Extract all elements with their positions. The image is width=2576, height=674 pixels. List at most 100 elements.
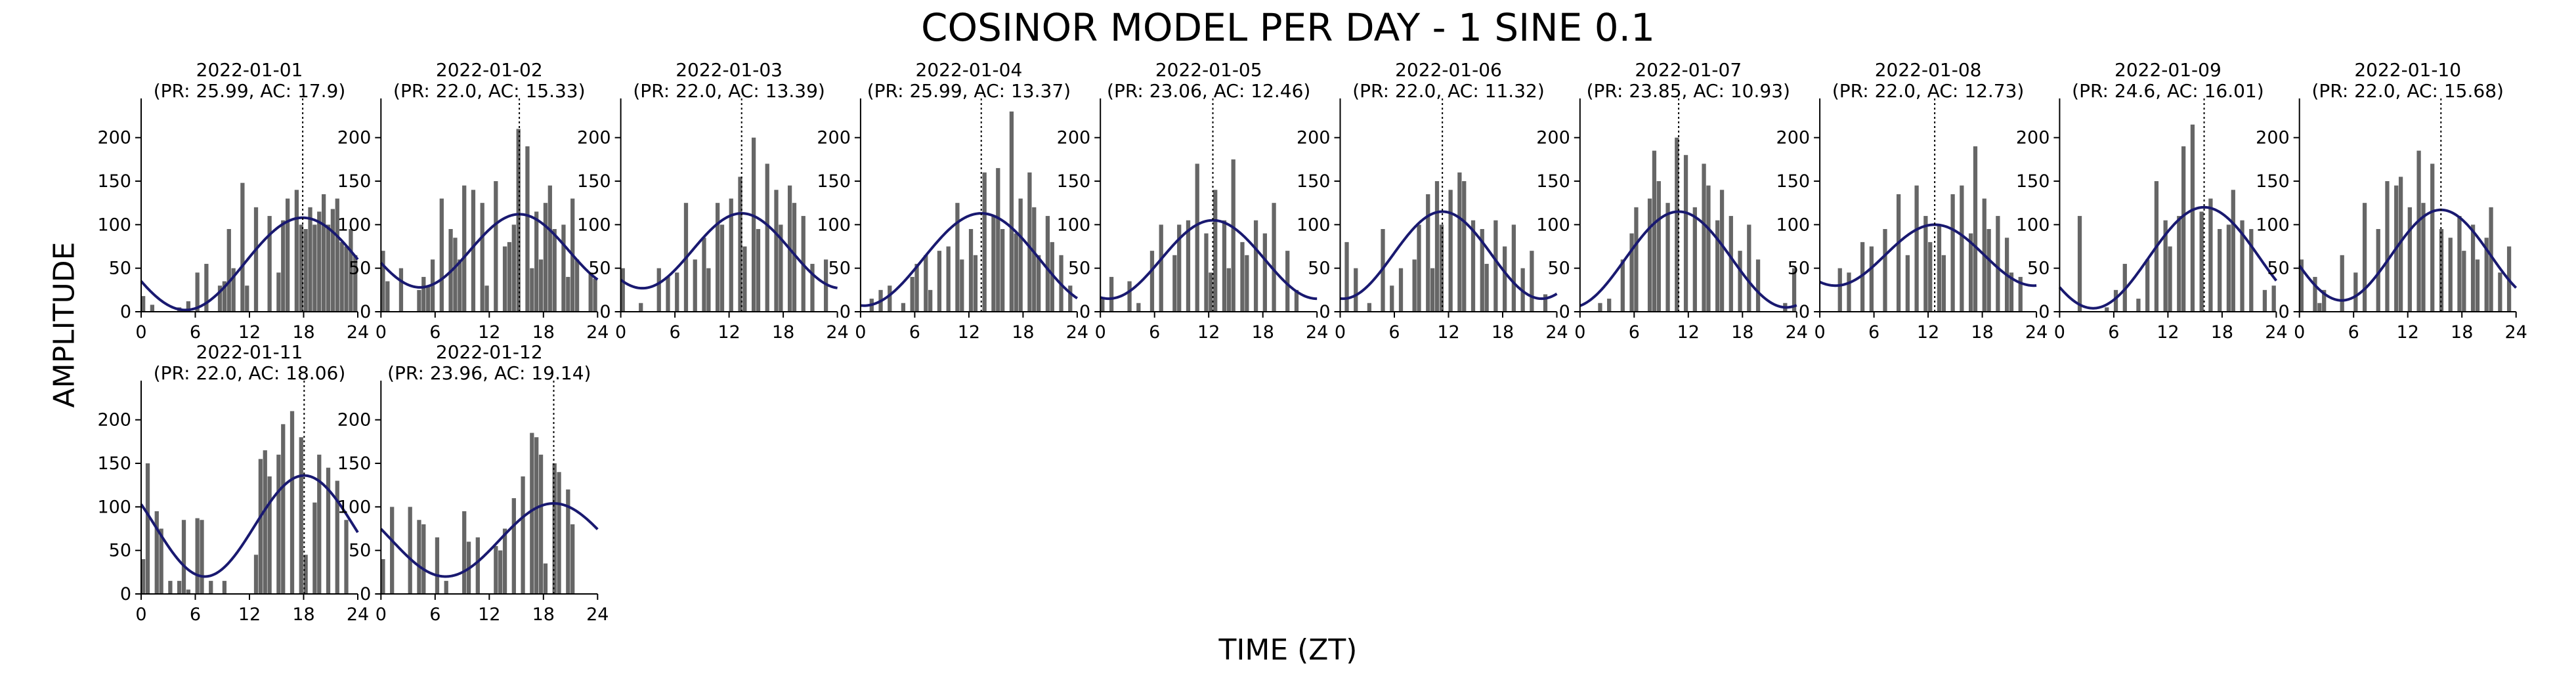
amplitude-bar — [2340, 255, 2344, 312]
y-tick-label: 50 — [1547, 259, 1570, 279]
amplitude-bar — [385, 281, 390, 312]
amplitude-bar — [1448, 190, 1453, 312]
amplitude-bar — [2457, 216, 2462, 312]
y-tick-label: 50 — [109, 259, 131, 279]
x-tick-label: 12 — [238, 322, 261, 343]
amplitude-bar — [1968, 233, 1973, 312]
amplitude-bar — [1136, 303, 1141, 312]
amplitude-bar — [299, 437, 303, 594]
amplitude-bar — [1426, 194, 1430, 312]
amplitude-bar — [543, 203, 548, 312]
amplitude-bar — [1209, 272, 1213, 312]
amplitude-bar — [1149, 251, 1155, 312]
x-tick-label: 24 — [826, 322, 848, 343]
amplitude-bar — [177, 581, 182, 594]
amplitude-bar — [521, 476, 525, 594]
amplitude-bar — [1837, 268, 1842, 312]
cosinor-fit-line — [379, 213, 599, 289]
amplitude-bar — [480, 203, 484, 312]
cosinor-fit-line — [860, 212, 1079, 307]
amplitude-bar — [620, 268, 625, 312]
y-tick-label: 0 — [120, 584, 131, 604]
amplitude-bar — [286, 198, 290, 312]
y-tick-label: 200 — [817, 128, 851, 148]
amplitude-bar — [2489, 207, 2493, 312]
amplitude-bar — [2271, 285, 2276, 312]
amplitude-bar — [2218, 228, 2222, 312]
x-tick-label: 12 — [238, 604, 261, 625]
amplitude-bar — [756, 228, 761, 312]
amplitude-bar — [1172, 255, 1177, 312]
x-tick-label: 12 — [1197, 322, 1220, 343]
x-tick-label: 12 — [1437, 322, 1459, 343]
amplitude-bar — [1647, 198, 1652, 312]
amplitude-bar — [1159, 224, 1163, 312]
amplitude-bar — [914, 264, 919, 312]
amplitude-bar — [281, 220, 286, 312]
amplitude-bar — [511, 224, 516, 312]
amplitude-bar — [1480, 228, 1484, 312]
y-tick-label: 150 — [2256, 171, 2290, 192]
x-tick-label: 18 — [532, 322, 555, 343]
amplitude-bar — [1543, 294, 1548, 312]
y-tick-label: 50 — [588, 259, 611, 279]
amplitude-bar — [1702, 163, 1706, 312]
amplitude-bar — [417, 289, 421, 312]
amplitude-bar — [2009, 272, 2014, 312]
amplitude-bar — [2484, 238, 2489, 312]
amplitude-bar — [2168, 246, 2172, 312]
y-tick-label: 0 — [840, 302, 851, 322]
amplitude-bar — [530, 268, 534, 312]
amplitude-bar — [588, 272, 593, 312]
x-tick-label: 24 — [2025, 322, 2048, 343]
amplitude-bar — [1127, 281, 1132, 312]
amplitude-bar — [186, 301, 191, 312]
amplitude-bar — [574, 259, 580, 312]
amplitude-bar — [1792, 268, 1797, 312]
amplitude-bar — [2181, 146, 2186, 312]
x-tick-label: 6 — [1149, 322, 1160, 343]
amplitude-bar — [543, 563, 548, 594]
amplitude-bar — [928, 289, 933, 312]
x-tick-label: 18 — [1252, 322, 1274, 343]
y-tick-label: 100 — [97, 497, 131, 517]
x-tick-label: 24 — [1066, 322, 1088, 343]
amplitude-bar — [706, 268, 711, 312]
amplitude-bar — [1656, 181, 1661, 312]
x-tick-label: 18 — [2451, 322, 2473, 343]
amplitude-bar — [2462, 251, 2466, 312]
amplitude-bar — [444, 581, 448, 594]
amplitude-bar — [381, 558, 385, 594]
panel-subtitle: (PR: 22.0, AC: 12.73) — [1832, 80, 2025, 102]
amplitude-bar — [1231, 159, 1235, 312]
amplitude-bar — [168, 581, 173, 594]
amplitude-bar — [276, 272, 281, 312]
amplitude-bar — [231, 268, 236, 312]
y-tick-label: 50 — [2267, 259, 2289, 279]
x-tick-label: 0 — [2294, 322, 2305, 343]
amplitude-bar — [1032, 207, 1037, 312]
amplitude-bar — [435, 537, 440, 594]
amplitude-bar — [253, 207, 259, 312]
amplitude-bar — [1728, 216, 1733, 312]
amplitude-bar — [217, 285, 223, 312]
x-tick-label: 6 — [1868, 322, 1879, 343]
amplitude-bar — [458, 259, 462, 312]
y-tick-label: 200 — [1536, 128, 1570, 148]
y-tick-label: 100 — [2256, 215, 2290, 235]
amplitude-bar — [2421, 203, 2426, 312]
amplitude-bar — [2077, 216, 2082, 312]
amplitude-bar — [530, 432, 534, 594]
amplitude-bar — [186, 589, 191, 594]
amplitude-bar — [1009, 111, 1014, 312]
x-tick-label: 12 — [2157, 322, 2179, 343]
amplitude-bar — [2398, 177, 2403, 312]
amplitude-bar — [702, 238, 706, 312]
y-tick-label: 50 — [349, 259, 371, 279]
amplitude-bar — [910, 276, 914, 312]
y-tick-label: 50 — [2027, 259, 2050, 279]
y-tick-label: 50 — [349, 541, 371, 561]
amplitude-bar — [1692, 207, 1697, 312]
